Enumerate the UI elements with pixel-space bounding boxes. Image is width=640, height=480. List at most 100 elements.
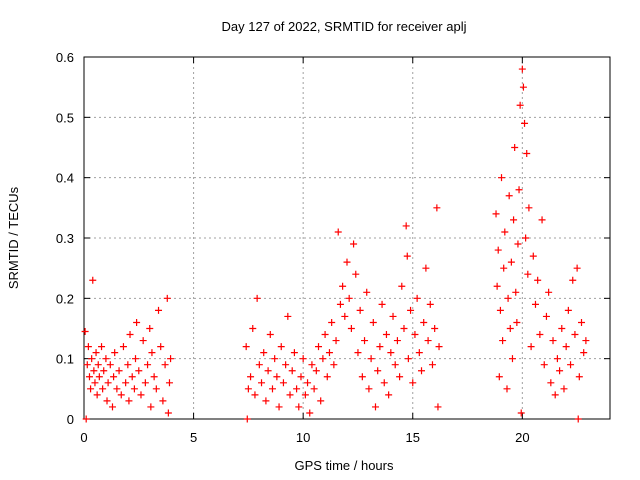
data-point — [119, 343, 127, 351]
data-point — [82, 415, 90, 423]
data-point — [534, 276, 542, 284]
data-point — [295, 403, 303, 411]
data-point — [251, 391, 259, 399]
data-point — [247, 373, 255, 381]
data-point — [253, 294, 261, 302]
data-point — [527, 343, 535, 351]
data-point — [547, 379, 555, 387]
data-point — [352, 270, 360, 278]
data-point — [163, 294, 171, 302]
y-tick-label: 0.3 — [56, 231, 74, 246]
data-point — [299, 355, 307, 363]
data-point — [288, 367, 296, 375]
data-point — [531, 300, 539, 308]
data-point — [308, 361, 316, 369]
x-tick-label: 10 — [296, 430, 310, 445]
data-point — [268, 385, 276, 393]
data-point — [558, 325, 566, 332]
data-point — [95, 373, 103, 381]
data-point — [518, 65, 526, 73]
data-point — [510, 216, 518, 224]
data-point — [358, 373, 366, 381]
data-point — [347, 325, 355, 332]
data-point — [286, 391, 294, 399]
data-point — [415, 349, 423, 357]
data-point — [503, 385, 511, 393]
data-point — [150, 373, 158, 381]
data-point — [144, 361, 152, 369]
data-point — [407, 306, 415, 314]
data-point — [519, 83, 527, 91]
data-point — [382, 331, 390, 339]
data-point — [122, 379, 130, 387]
data-point — [111, 349, 119, 357]
data-point — [578, 318, 586, 326]
data-point — [496, 306, 504, 314]
data-point — [312, 367, 320, 375]
data-point — [354, 349, 362, 357]
y-ticks: 0 0.1 0.2 0.3 0.4 0.5 0.6 — [56, 50, 610, 427]
data-point — [398, 282, 406, 290]
data-point — [93, 391, 101, 399]
data-point — [508, 355, 516, 363]
data-point — [157, 343, 165, 351]
data-point — [511, 144, 519, 151]
data-point — [290, 349, 298, 357]
data-point — [350, 240, 358, 248]
data-point — [99, 385, 107, 393]
data-point — [130, 385, 138, 393]
data-point — [115, 367, 123, 375]
data-point — [137, 391, 145, 399]
data-point — [525, 204, 533, 212]
data-point — [582, 337, 590, 345]
data-point — [88, 355, 96, 363]
data-point — [434, 403, 442, 411]
data-point — [545, 288, 553, 296]
data-point — [495, 373, 503, 381]
data-point — [279, 379, 287, 387]
data-series — [81, 65, 590, 423]
data-point — [536, 331, 544, 339]
data-point — [128, 373, 136, 381]
data-point — [317, 397, 325, 405]
data-point — [102, 355, 110, 363]
data-point — [141, 379, 149, 387]
data-point — [564, 306, 572, 314]
y-tick-label: 0.1 — [56, 352, 74, 367]
data-point — [341, 312, 349, 320]
data-point — [418, 367, 426, 375]
data-point — [133, 318, 141, 326]
data-point — [499, 337, 507, 345]
data-point — [148, 349, 156, 357]
y-tick-label: 0 — [67, 412, 74, 427]
data-point — [323, 373, 331, 381]
data-point — [108, 403, 116, 411]
data-point — [117, 391, 125, 399]
data-point — [363, 288, 371, 296]
data-point — [504, 294, 512, 302]
data-point — [369, 318, 377, 326]
data-point — [345, 294, 353, 302]
data-point — [161, 361, 169, 369]
data-point — [315, 343, 323, 351]
data-point — [400, 325, 408, 332]
data-point — [330, 361, 338, 369]
y-tick-label: 0.2 — [56, 291, 74, 306]
data-point — [573, 264, 581, 272]
data-point — [242, 343, 250, 351]
data-point — [411, 331, 419, 339]
data-point — [258, 379, 266, 387]
data-point — [380, 379, 388, 387]
data-point — [424, 337, 432, 345]
data-point — [125, 397, 133, 405]
data-point — [549, 337, 557, 345]
data-point — [264, 367, 272, 375]
x-tick-label: 0 — [80, 430, 87, 445]
data-point — [529, 252, 537, 260]
data-point — [501, 228, 509, 236]
data-point — [297, 373, 305, 381]
data-point — [110, 373, 118, 381]
data-point — [505, 192, 513, 200]
data-point — [387, 349, 395, 357]
x-axis-label: GPS time / hours — [295, 458, 394, 473]
